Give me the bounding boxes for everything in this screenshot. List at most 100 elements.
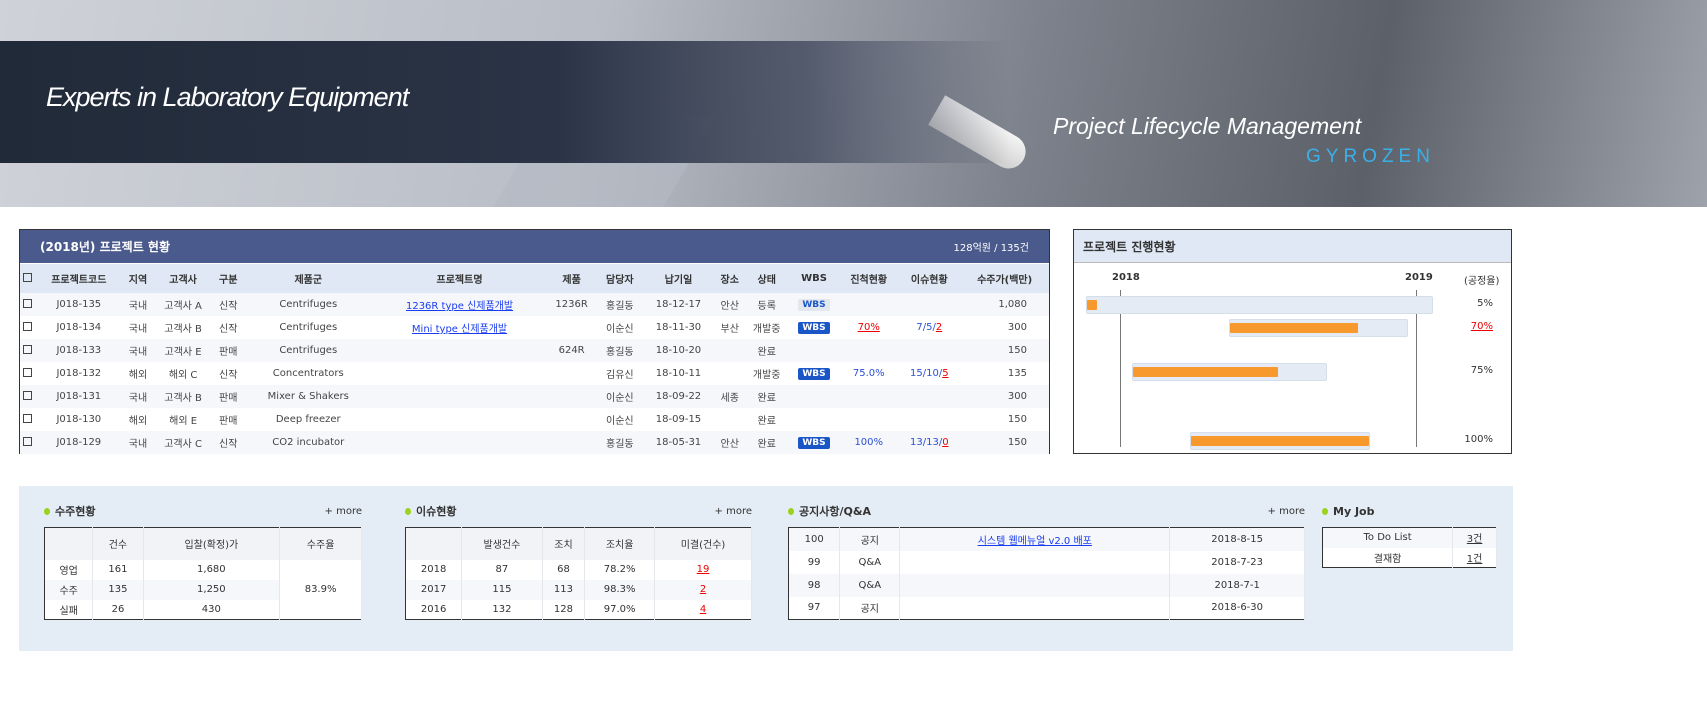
cell-client: 고객사 C (152, 431, 214, 454)
wbs-button[interactable]: WBS (798, 321, 830, 334)
cell-type: 신작 (219, 370, 238, 381)
myjob-label: 결재함 (1322, 547, 1454, 568)
cell-status: 완료 (757, 416, 776, 427)
row-checkbox[interactable] (20, 316, 34, 339)
progress-value[interactable]: 100% (854, 437, 884, 448)
cell: 98 (788, 573, 841, 597)
open-issues-link[interactable]: 19 (696, 564, 710, 575)
notices-more-link[interactable]: + more (1267, 505, 1305, 517)
cell-name: 1236R type 신제품개발 (373, 293, 546, 316)
cell: Q&A (839, 550, 901, 574)
open-issues-link[interactable]: 2 (699, 584, 707, 595)
column-header: 조치율 (584, 527, 655, 560)
cell: 98.3% (584, 579, 655, 600)
cell-group: Centrifuges (243, 293, 374, 316)
cell-type: 신작 (219, 324, 238, 335)
cell-status: 완료 (744, 339, 789, 362)
cell: 97.0% (584, 599, 655, 620)
project-name-link[interactable]: Mini type 신제품개발 (411, 324, 508, 335)
cell-progress (839, 408, 898, 431)
cell-owner: 김유신 (606, 370, 634, 381)
gantt-rate-header: (공정율) (1464, 276, 1500, 287)
open-issue-count[interactable]: 2 (935, 322, 943, 333)
progress-value[interactable]: 75.0% (852, 368, 885, 379)
cell: 99 (788, 550, 841, 574)
cell-type: 판매 (219, 416, 238, 427)
open-issues-link[interactable]: 4 (699, 603, 707, 615)
myjob-count[interactable]: 3건 (1452, 527, 1497, 548)
wbs-button[interactable]: WBS (798, 298, 830, 311)
issue-counts[interactable]: 13/13/ (910, 437, 943, 448)
issue-counts[interactable]: 15/10/ (910, 368, 943, 379)
row-checkbox[interactable] (20, 293, 35, 316)
myjob-count-link[interactable]: 1건 (1466, 553, 1483, 565)
orders-title: 수주현황 (55, 505, 96, 518)
cell-client: 고객사 B (164, 324, 202, 335)
cell-group: Mixer & Shakers (243, 385, 374, 408)
progress-value[interactable]: 70% (857, 322, 880, 333)
cell-product (545, 431, 598, 454)
row-checkbox[interactable] (20, 362, 34, 385)
cell-price: 135 (1007, 368, 1027, 379)
row-checkbox[interactable] (20, 431, 35, 454)
hero-banner: Experts in Laboratory Equipment Project … (0, 0, 1707, 207)
cell: 68 (542, 559, 586, 580)
gantt-year-label: 2018 (1112, 272, 1140, 283)
cell-due: 18-10-11 (655, 368, 702, 379)
notice-link[interactable]: 시스템 웹메뉴얼 v2.0 배포 (977, 535, 1092, 547)
cell-owner: 홍길동 (597, 293, 643, 316)
cell-client: 고객사 E (152, 339, 214, 362)
cell: 수주 (44, 579, 94, 600)
cell-name (373, 408, 545, 431)
gantt-percent: 5% (1477, 298, 1493, 309)
notice-row: 99 Q&A 2018-7-23 (788, 550, 1305, 574)
cell-progress (839, 293, 899, 316)
cell-status: 완료 (744, 385, 789, 408)
cell-progress (839, 385, 899, 408)
cell-status: 개발중 (752, 324, 781, 335)
cell-name (373, 362, 545, 385)
cell: 430 (143, 599, 281, 620)
issue-counts[interactable]: 7/5/ (916, 322, 936, 333)
cell-price: 150 (1007, 414, 1027, 425)
cell-status: 완료 (744, 431, 789, 454)
select-all-checkbox[interactable] (20, 264, 35, 293)
column-header (44, 527, 94, 560)
cell: 115 (461, 579, 543, 600)
cell-product (545, 385, 598, 408)
row-checkbox[interactable] (20, 408, 34, 431)
cell-progress: 75.0% (839, 362, 898, 385)
issues-widget: 이슈현황 + more 발생건수 조치 조치율 미결(건수) 2018 87 68 78.2% 1… (405, 504, 752, 620)
notices-title: 공지사항/Q&A (799, 505, 871, 518)
order-rate: 83.9% (279, 559, 362, 620)
open-issue-count[interactable]: 0 (942, 437, 949, 448)
cell-product (546, 408, 598, 431)
cell-wbs: WBS (788, 431, 840, 454)
column-header: 미결(건수) (654, 527, 752, 560)
column-header: WBS (788, 264, 840, 293)
cell: 공지 (839, 527, 901, 551)
open-issue-count[interactable]: 5 (942, 368, 949, 379)
notices-widget: 공지사항/Q&A + more 100 공지 시스템 웹메뉴얼 v2.0 배포 2018… (788, 504, 1305, 620)
row-checkbox[interactable] (20, 339, 35, 362)
wbs-button[interactable]: WBS (798, 436, 830, 449)
cell-group: Concentrators (272, 368, 344, 379)
row-checkbox[interactable] (20, 385, 35, 408)
project-name-link[interactable]: 1236R type 신제품개발 (405, 301, 514, 312)
orders-more-link[interactable]: + more (324, 505, 362, 517)
cell-group: CO2 incubator (243, 431, 374, 454)
myjob-count-link[interactable]: 3건 (1466, 534, 1483, 546)
myjob-row: To Do List 3건 (1322, 527, 1497, 548)
issues-more-link[interactable]: + more (714, 505, 752, 517)
myjob-count[interactable]: 1건 (1452, 547, 1497, 568)
cell-due: 18-09-22 (642, 385, 715, 408)
cell-owner: 홍길동 (597, 431, 643, 454)
gantt-year-line (1120, 290, 1121, 447)
cell-product: 624R (545, 339, 598, 362)
column-header: 고객사 (152, 264, 214, 293)
column-header: 진척현황 (839, 264, 899, 293)
table-row: J018-134 국내 고객사 B 신작 Centrifuges Mini type 신제… (20, 316, 1049, 339)
cell-issue (898, 339, 961, 362)
myjob-table: To Do List 3건 결재함 1건 (1322, 527, 1497, 568)
wbs-button[interactable]: WBS (798, 367, 830, 380)
